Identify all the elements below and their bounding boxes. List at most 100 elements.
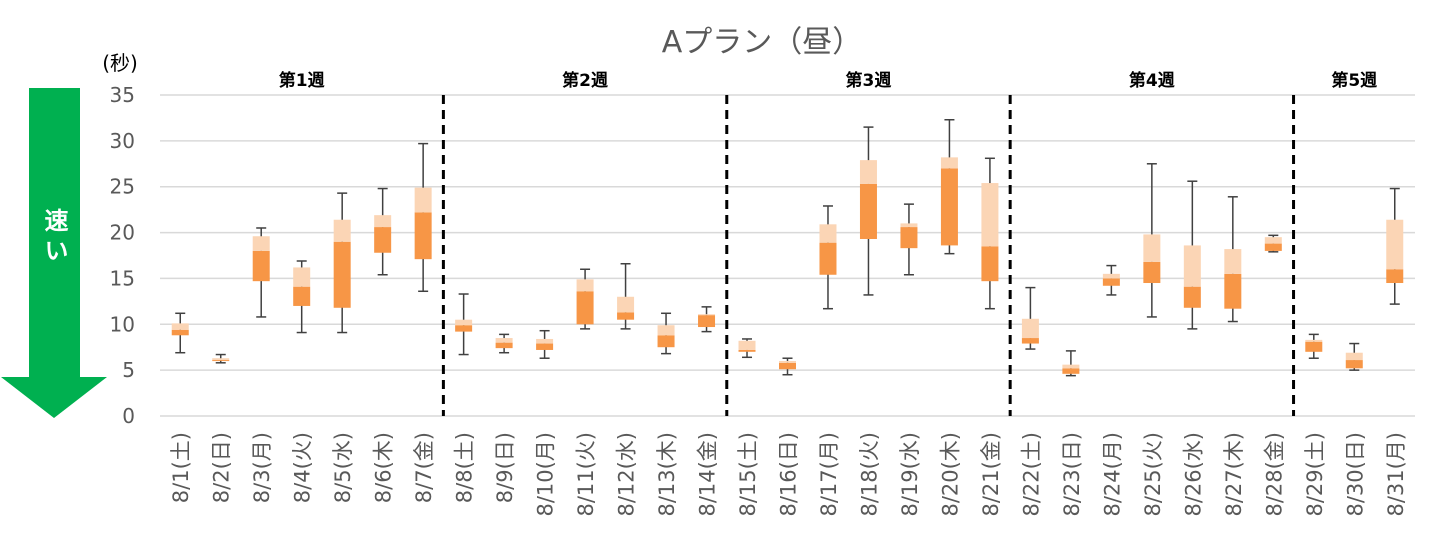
box-upper (981, 183, 999, 247)
box-upper (293, 267, 311, 287)
box-lower (738, 349, 756, 352)
box-lower (374, 227, 392, 253)
box-upper (738, 340, 756, 350)
x-tick-label: 8/10(月) (534, 432, 558, 517)
box-lower (414, 212, 432, 260)
box-lower (617, 312, 635, 320)
box-lower (252, 250, 270, 282)
box-lower (779, 362, 796, 370)
y-tick-label: 35 (110, 83, 135, 107)
box-upper (617, 296, 635, 313)
box-upper (1305, 339, 1323, 342)
box-upper (900, 223, 918, 228)
week-label: 第1週 (279, 70, 325, 91)
week-label: 第3週 (846, 70, 892, 91)
x-tick-label: 8/17(月) (817, 432, 841, 517)
x-tick-label: 8/13(木) (655, 432, 679, 517)
x-tick-label: 8/4(火) (291, 432, 315, 503)
week-label: 第4週 (1129, 70, 1175, 91)
box-lower (819, 242, 837, 275)
x-tick-label: 8/16(日) (777, 432, 801, 517)
y-tick-label: 5 (122, 358, 135, 382)
x-tick-label: 8/20(木) (938, 432, 962, 517)
box-lower (1062, 368, 1080, 374)
box-upper (1102, 273, 1120, 279)
box-lower (576, 291, 594, 325)
box-upper (536, 338, 554, 344)
box-lower (171, 329, 189, 336)
x-tick-label: 8/25(火) (1141, 432, 1165, 517)
box-upper (1224, 249, 1242, 274)
x-tick-label: 8/14(金) (696, 432, 720, 517)
box-upper (333, 219, 351, 242)
box-lower (1305, 341, 1323, 352)
box-upper (1143, 234, 1161, 262)
y-axis-label: (秒) (102, 51, 138, 75)
box-upper (1386, 219, 1404, 270)
x-tick-label: 8/26(水) (1181, 432, 1205, 517)
y-tick-label: 10 (110, 312, 135, 336)
x-tick-label: 8/23(日) (1060, 432, 1084, 517)
y-tick-label: 0 (122, 404, 135, 428)
x-tick-label: 8/18(火) (857, 432, 881, 517)
arrow-label: 速い (40, 208, 68, 268)
box-upper (252, 236, 270, 251)
box-lower (1224, 273, 1242, 309)
x-tick-label: 8/29(土) (1303, 432, 1327, 517)
box-upper (455, 319, 473, 326)
x-tick-label: 8/31(月) (1384, 432, 1408, 517)
y-tick-label: 20 (110, 221, 135, 245)
box-upper (171, 323, 189, 330)
box-upper (212, 358, 230, 361)
box-lower (940, 168, 958, 246)
box-lower (981, 246, 999, 282)
chart-title: Aプラン（昼） (662, 25, 863, 60)
box-upper (495, 338, 513, 343)
x-tick-label: 8/8(土) (453, 432, 477, 503)
box-upper (1183, 245, 1201, 287)
x-tick-label: 8/30(日) (1343, 432, 1367, 517)
week-label: 第5週 (1331, 70, 1377, 91)
box-upper (414, 187, 432, 213)
week-label: 第2週 (562, 70, 608, 91)
box-upper (374, 215, 392, 228)
box-lower (455, 325, 473, 332)
box-upper (819, 224, 837, 243)
x-tick-label: 8/28(金) (1262, 432, 1286, 517)
x-tick-label: 8/6(木) (372, 432, 396, 503)
box-lower (1386, 269, 1404, 284)
box-upper (940, 157, 958, 169)
y-tick-label: 15 (110, 266, 135, 290)
x-tick-label: 8/12(水) (615, 432, 639, 517)
box-lower (1183, 286, 1201, 308)
x-tick-label: 8/21(金) (979, 432, 1003, 517)
x-tick-label: 8/15(土) (736, 432, 760, 517)
box-lower (536, 343, 554, 350)
box-lower (900, 227, 918, 249)
x-tick-label: 8/1(土) (169, 432, 193, 503)
box-upper (1062, 364, 1080, 369)
box-lower (1102, 278, 1120, 286)
down-arrow-icon (1, 88, 107, 418)
y-tick-label: 25 (110, 175, 135, 199)
box-lower (212, 360, 230, 362)
speed-arrow: 速い (1, 88, 107, 418)
box-upper (657, 325, 675, 336)
box-upper (1021, 318, 1039, 339)
box-lower (1021, 338, 1039, 344)
box-lower (333, 241, 351, 308)
x-tick-label: 8/9(日) (493, 432, 517, 503)
y-tick-label: 30 (110, 129, 135, 153)
box-lower (293, 286, 311, 306)
x-tick-label: 8/27(木) (1222, 432, 1246, 517)
box-upper (698, 314, 716, 316)
x-tick-label: 8/3(月) (250, 432, 274, 503)
x-tick-label: 8/19(水) (898, 432, 922, 517)
x-tick-label: 8/22(土) (1019, 432, 1043, 517)
box-upper (1264, 237, 1282, 244)
box-upper (576, 279, 594, 292)
box-lower (1264, 243, 1282, 251)
x-tick-label: 8/5(水) (331, 432, 355, 503)
x-tick-label: 8/7(金) (412, 432, 436, 503)
